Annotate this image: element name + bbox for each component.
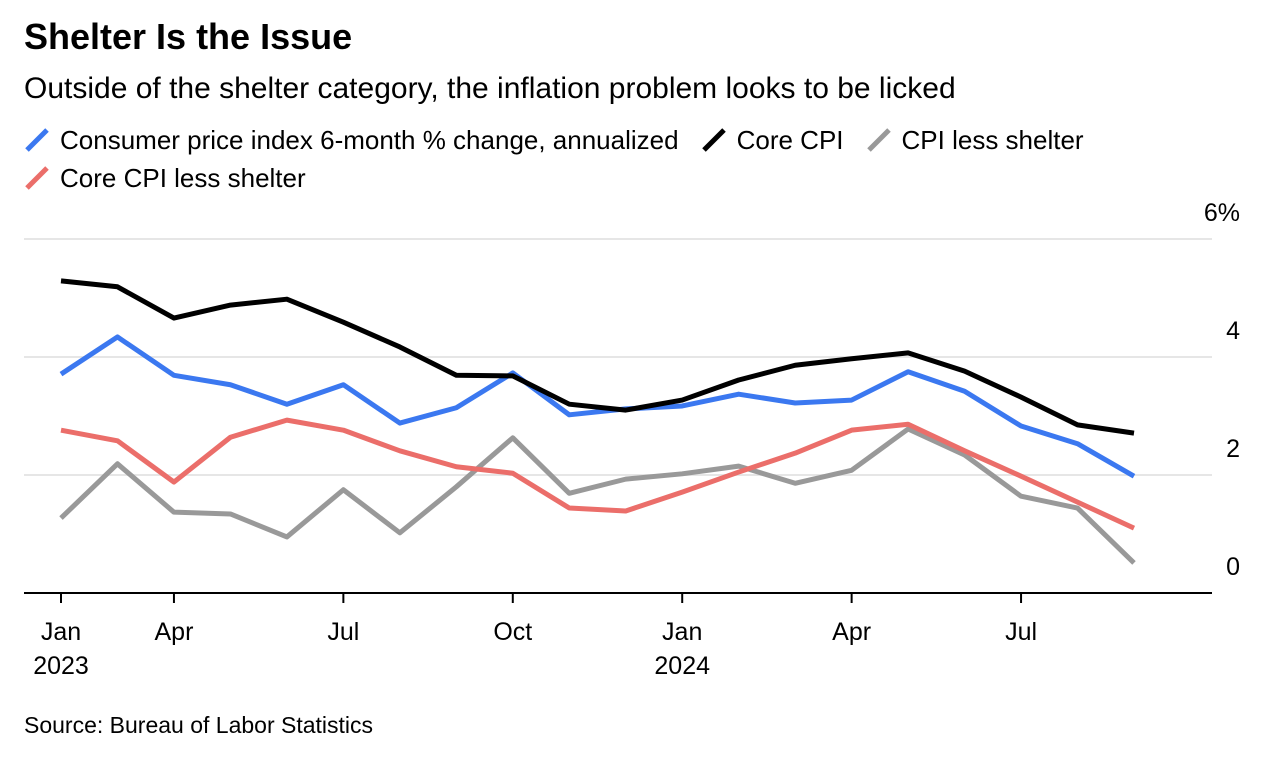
legend-swatch [25, 166, 49, 190]
x-tick-label: Apr [154, 618, 194, 646]
legend-item: CPI less shelter [866, 124, 1084, 156]
x-tick-label: Jan 2024 [654, 618, 711, 680]
x-tick-label: Oct [493, 618, 533, 646]
x-tick-label: Apr [832, 618, 872, 646]
legend-swatch [866, 128, 891, 152]
y-tick-label: 6% [1203, 199, 1240, 227]
legend-swatch-line [25, 128, 49, 152]
legend-label: Core CPI less shelter [60, 163, 306, 193]
x-tick-label: Jul [327, 618, 360, 646]
y-tick-label: 2 [1226, 435, 1240, 463]
line-series [60, 417, 1136, 531]
legend-label: Core CPI [736, 125, 844, 155]
line-series [59, 334, 1136, 479]
legend-item: Core CPI [701, 124, 844, 156]
legend-item: Core CPI less shelter [24, 162, 306, 194]
source: Source: Bureau of Labor Statistics [24, 712, 374, 738]
line-series [60, 278, 1135, 436]
x-tick-label: Jul [1005, 618, 1038, 646]
line-series [59, 426, 1136, 565]
legend-label: CPI less shelter [901, 125, 1084, 155]
legend-swatch-line [701, 128, 726, 152]
chart-subtitle: Outside of the shelter category, the inf… [24, 72, 956, 105]
y-tick-label: 0 [1226, 553, 1240, 581]
legend-swatch-line [25, 166, 49, 190]
legend-swatch [25, 128, 49, 152]
x-tick-label: Jan 2023 [33, 618, 89, 680]
legend-item: Consumer price index 6-month % change, a… [24, 124, 679, 156]
legend-swatch [701, 128, 726, 152]
legend-label: Consumer price index 6-month % change, a… [60, 125, 679, 155]
legend: Consumer price index 6-month % change, a… [24, 124, 1224, 194]
legend-swatch-line [866, 128, 891, 152]
y-tick-label: 4 [1226, 317, 1240, 345]
chart-title: Shelter Is the Issue [24, 16, 353, 57]
